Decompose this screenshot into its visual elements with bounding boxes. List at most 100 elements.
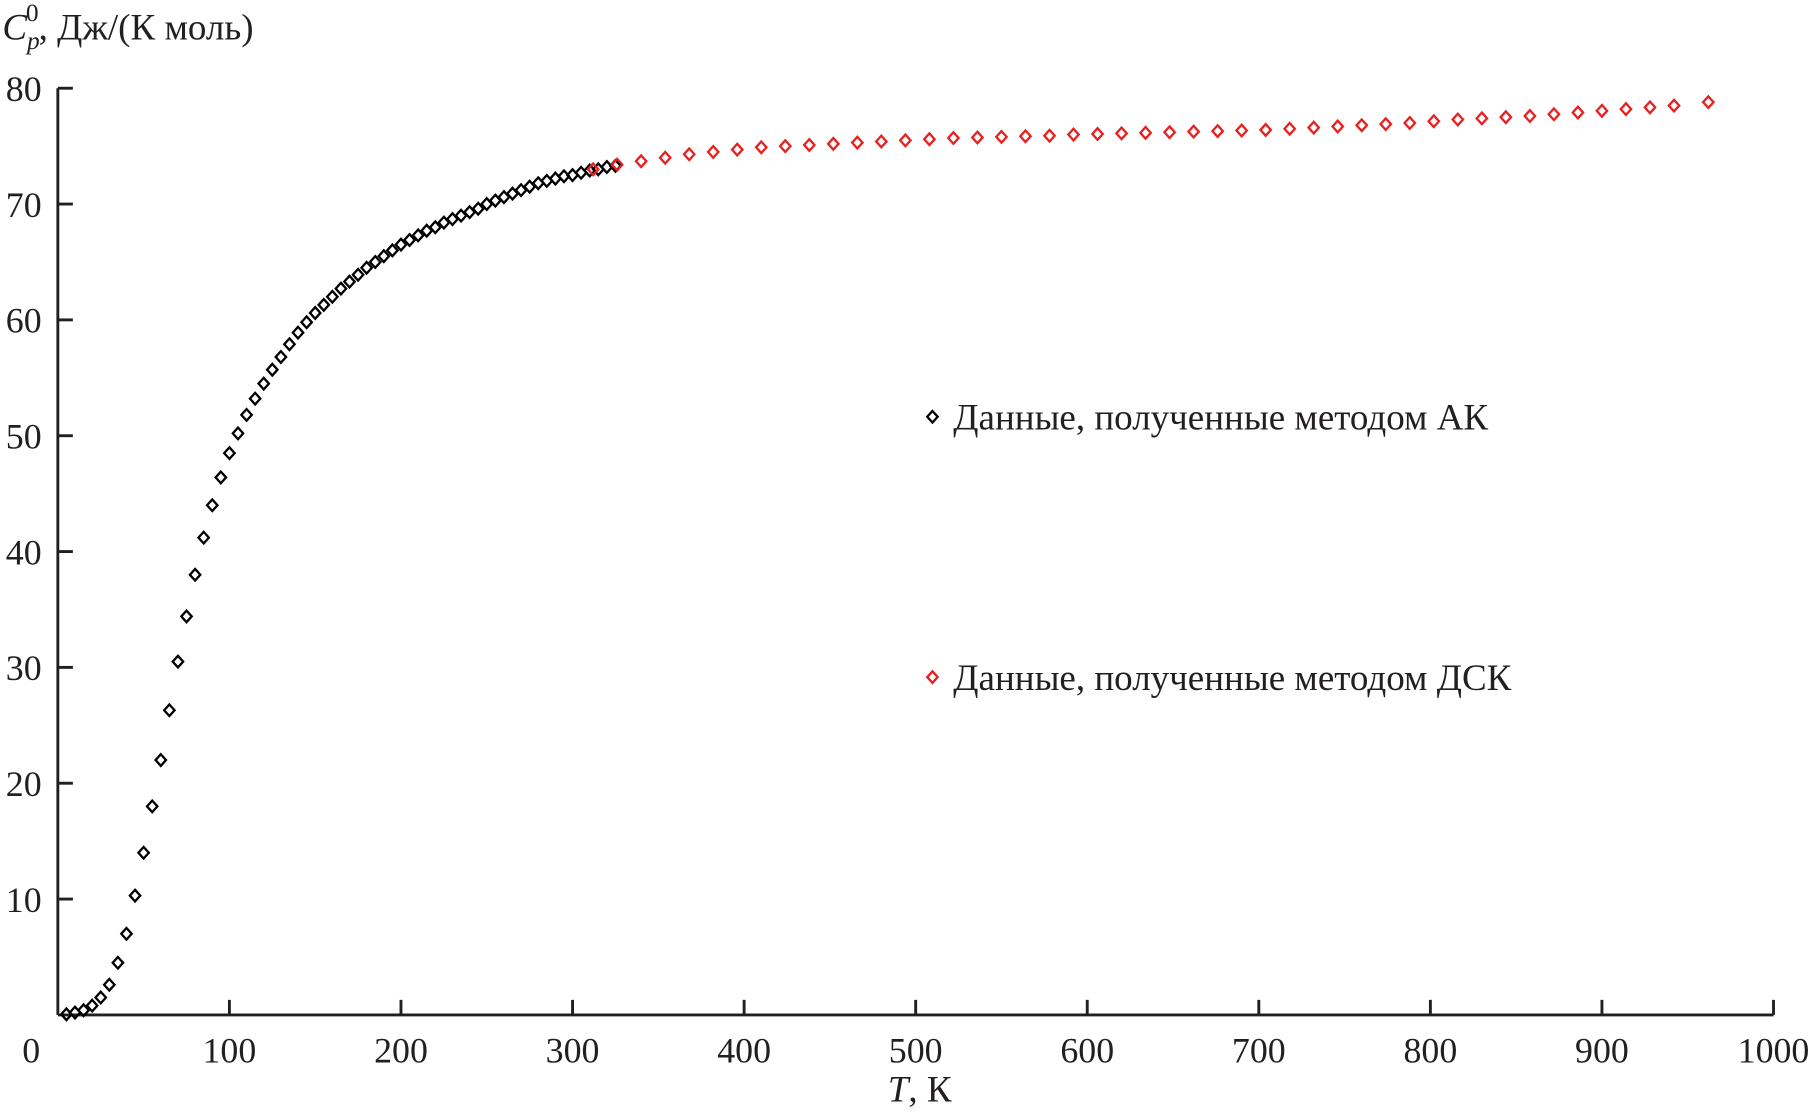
data-point bbox=[946, 130, 961, 146]
y-tick-label: 40 bbox=[6, 532, 42, 572]
series-dsc bbox=[586, 94, 1716, 177]
data-point bbox=[145, 798, 159, 814]
y-tick-label: 60 bbox=[6, 301, 42, 341]
data-point bbox=[1571, 105, 1585, 121]
axes bbox=[56, 88, 1774, 1017]
data-point bbox=[76, 1002, 91, 1018]
data-point bbox=[402, 232, 417, 248]
data-point bbox=[205, 497, 220, 513]
legend-label-ak: Данные, полученные методом АК bbox=[953, 398, 1488, 439]
data-point bbox=[1547, 106, 1561, 122]
data-point bbox=[282, 336, 297, 352]
data-point bbox=[1643, 99, 1657, 115]
x-ticks: 0 100 200 300 400 500 600 700 800 900 1000 bbox=[22, 999, 1809, 1070]
data-point bbox=[1475, 110, 1489, 126]
data-point bbox=[1403, 115, 1417, 131]
data-point bbox=[970, 129, 985, 145]
data-point bbox=[610, 157, 624, 173]
y-tick-label: 20 bbox=[6, 764, 42, 804]
data-point bbox=[658, 150, 672, 166]
data-point bbox=[1186, 124, 1201, 140]
data-point bbox=[1018, 128, 1033, 144]
data-point bbox=[778, 138, 793, 154]
data-point bbox=[1234, 122, 1249, 139]
data-point bbox=[239, 407, 254, 423]
x-tick-label: 500 bbox=[889, 1030, 943, 1070]
data-point bbox=[898, 132, 913, 148]
data-point bbox=[119, 926, 134, 942]
data-point bbox=[136, 845, 151, 861]
y-tick-label: 10 bbox=[6, 880, 42, 920]
data-point bbox=[1354, 117, 1369, 133]
data-point bbox=[1451, 111, 1465, 128]
data-point bbox=[196, 530, 211, 546]
data-point bbox=[299, 314, 314, 330]
data-point bbox=[428, 219, 443, 235]
data-point bbox=[1667, 98, 1681, 114]
data-point bbox=[850, 135, 865, 151]
data-point bbox=[248, 391, 262, 407]
data-point bbox=[317, 297, 331, 313]
data-point bbox=[162, 702, 177, 718]
x-tick-label: 900 bbox=[1575, 1030, 1629, 1070]
y-ticks: 10 20 30 40 50 60 70 80 bbox=[6, 69, 73, 920]
y-tick-label: 80 bbox=[6, 69, 42, 109]
x-tick-label: 600 bbox=[1060, 1030, 1114, 1070]
data-point bbox=[188, 567, 202, 583]
data-point bbox=[1114, 125, 1129, 141]
data-point bbox=[586, 161, 600, 177]
data-point bbox=[256, 376, 271, 392]
legend: Данные, полученные методом АК Данные, по… bbox=[925, 398, 1512, 699]
x-axis-label: T, К bbox=[888, 1070, 952, 1111]
data-point bbox=[1330, 118, 1345, 134]
data-point bbox=[922, 131, 937, 147]
data-point bbox=[325, 289, 340, 305]
data-point bbox=[222, 445, 237, 461]
data-point bbox=[111, 955, 125, 971]
data-point bbox=[179, 608, 194, 624]
x-tick-label: 800 bbox=[1403, 1030, 1457, 1070]
data-point bbox=[411, 227, 425, 243]
legend-label-dsc: Данные, полученные методом ДСК bbox=[953, 658, 1511, 699]
data-point bbox=[754, 139, 769, 155]
legend-item-dsc: Данные, полученные методом ДСК bbox=[925, 658, 1512, 699]
data-point bbox=[231, 425, 245, 441]
data-point bbox=[1595, 103, 1609, 119]
data-point bbox=[471, 201, 485, 217]
data-point bbox=[730, 142, 745, 158]
x-tick-label: 100 bbox=[203, 1030, 257, 1070]
data-points bbox=[59, 94, 1716, 1022]
data-point bbox=[334, 281, 348, 297]
x-tick-label: 0 bbox=[22, 1030, 40, 1070]
x-tick-label: 400 bbox=[717, 1030, 771, 1070]
data-point bbox=[1090, 126, 1105, 142]
data-point bbox=[1066, 127, 1081, 143]
data-point bbox=[1258, 122, 1273, 138]
data-point bbox=[308, 305, 322, 321]
data-point bbox=[359, 260, 374, 276]
data-point bbox=[342, 274, 357, 290]
data-point bbox=[1499, 109, 1513, 125]
y-axis-label: Cp0, Дж/(К моль) bbox=[2, 0, 253, 55]
data-point bbox=[1523, 108, 1537, 124]
data-point bbox=[1427, 113, 1441, 129]
legend-marker-ak bbox=[925, 409, 940, 425]
data-point bbox=[1042, 128, 1057, 144]
legend-item-ak: Данные, полученные методом АК bbox=[925, 398, 1488, 439]
data-point bbox=[826, 136, 841, 152]
data-point bbox=[394, 237, 408, 253]
data-point bbox=[682, 146, 696, 162]
x-tick-label: 300 bbox=[546, 1030, 600, 1070]
x-tick-label: 700 bbox=[1232, 1030, 1286, 1070]
data-point bbox=[1619, 101, 1633, 117]
series-ak bbox=[59, 158, 623, 1022]
data-point bbox=[1138, 125, 1153, 141]
data-point bbox=[265, 362, 280, 378]
data-point bbox=[368, 254, 383, 270]
legend-marker-dsc bbox=[925, 669, 940, 685]
data-point bbox=[1210, 123, 1225, 139]
data-point bbox=[85, 998, 99, 1014]
data-point bbox=[1379, 116, 1393, 132]
data-point bbox=[1701, 94, 1716, 110]
data-point bbox=[1282, 121, 1297, 137]
